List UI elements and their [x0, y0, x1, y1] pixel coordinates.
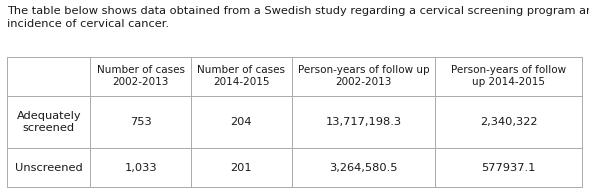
Text: The table below shows data obtained from a Swedish study regarding a cervical sc: The table below shows data obtained from… [7, 6, 589, 29]
Text: Person-years of follow
up 2014-2015: Person-years of follow up 2014-2015 [451, 65, 566, 88]
Text: 13,717,198.3: 13,717,198.3 [325, 117, 402, 127]
Text: 3,264,580.5: 3,264,580.5 [329, 163, 398, 173]
Text: 201: 201 [230, 163, 252, 173]
Text: 1,033: 1,033 [124, 163, 157, 173]
Text: Adequately
screened: Adequately screened [16, 111, 81, 133]
Bar [7, 57, 582, 187]
Text: 2,340,322: 2,340,322 [480, 117, 537, 127]
Text: 753: 753 [130, 117, 151, 127]
Text: 577937.1: 577937.1 [481, 163, 536, 173]
Text: 204: 204 [230, 117, 252, 127]
Text: Person-years of follow up
2002-2013: Person-years of follow up 2002-2013 [297, 65, 429, 88]
Text: Unscreened: Unscreened [15, 163, 82, 173]
Text: Number of cases
2014-2015: Number of cases 2014-2015 [197, 65, 285, 88]
Text: Number of cases
2002-2013: Number of cases 2002-2013 [97, 65, 185, 88]
